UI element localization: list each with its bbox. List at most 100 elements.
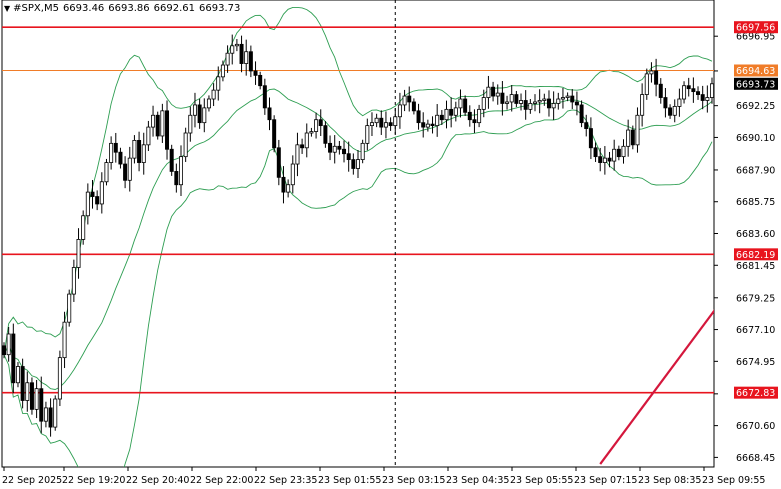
candle-body — [425, 123, 430, 128]
candle-body — [467, 111, 472, 121]
price-line-label: 6682.19 — [736, 250, 775, 261]
candle-body — [682, 85, 687, 100]
bollinger-upper — [3, 6, 713, 355]
candle-body — [57, 357, 62, 400]
candle — [127, 146, 132, 192]
candle — [332, 135, 337, 164]
candle-body — [444, 108, 449, 121]
candle — [449, 97, 454, 128]
price-line-label: 6694.63 — [736, 66, 775, 77]
candle — [20, 358, 25, 409]
candle — [682, 81, 687, 104]
candle-body — [612, 148, 617, 162]
candle-body — [369, 122, 374, 127]
candle — [407, 86, 412, 112]
candle — [169, 144, 174, 176]
candle — [71, 259, 76, 302]
candle-body — [607, 157, 612, 162]
candle-body — [2, 345, 7, 356]
x-tick-label: 23 Sep 08:35 — [638, 475, 701, 486]
candle — [34, 379, 39, 419]
candle — [435, 104, 440, 137]
candle-body — [477, 108, 482, 124]
y-tick-label: 6681.45 — [736, 261, 775, 272]
current-price-label: 6693.73 — [736, 79, 775, 90]
candle — [640, 83, 645, 127]
candle — [570, 89, 575, 109]
bollinger-middle — [3, 88, 713, 390]
candle-body — [99, 181, 104, 205]
candle-body — [141, 144, 146, 163]
candle-body — [253, 70, 258, 76]
candle-body — [542, 98, 547, 101]
candle-body — [118, 151, 123, 165]
candle-body — [39, 388, 44, 422]
candle-body — [658, 83, 663, 98]
candle — [616, 145, 621, 161]
candle-body — [705, 97, 710, 101]
candle-body — [551, 103, 556, 109]
candle — [686, 77, 691, 97]
candle-body — [598, 156, 603, 163]
candle — [514, 90, 519, 108]
candle — [183, 127, 188, 162]
candle-body — [509, 94, 514, 103]
candle — [155, 111, 160, 140]
candle — [53, 395, 58, 431]
candle-body — [6, 333, 11, 356]
y-tick-label: 6687.90 — [736, 165, 775, 176]
candle — [393, 108, 398, 135]
candle-body — [635, 114, 640, 146]
candle — [132, 135, 137, 164]
candle — [253, 61, 258, 85]
candle — [477, 104, 482, 128]
candle-body — [76, 239, 81, 268]
candle — [281, 166, 286, 204]
y-tick-label: 6696.95 — [736, 32, 775, 43]
candle-body — [43, 407, 48, 422]
candle-body — [71, 267, 76, 295]
candle-body — [351, 159, 356, 169]
candle — [444, 100, 449, 129]
price-line-tag — [734, 21, 778, 34]
candle-body — [123, 163, 128, 181]
candle-body — [411, 101, 416, 112]
x-tick-label: 23 Sep 04:35 — [446, 475, 509, 486]
y-tick-label: 6679.25 — [736, 293, 775, 304]
candle — [453, 101, 458, 122]
candle-body — [500, 92, 505, 104]
candle — [11, 323, 16, 394]
candle-body — [523, 100, 528, 110]
candle-body — [109, 142, 114, 163]
candle — [286, 179, 291, 198]
candle — [369, 112, 374, 137]
candle — [691, 77, 696, 103]
candle — [411, 98, 416, 115]
price-line-label: 6697.56 — [736, 23, 775, 34]
candle-body — [584, 122, 589, 129]
candle-body — [281, 176, 286, 193]
candle — [360, 139, 365, 164]
candle-body — [239, 43, 244, 64]
triangle-down-icon[interactable]: ▼ — [4, 4, 11, 13]
candle-body — [29, 382, 34, 410]
candle-body — [300, 144, 305, 149]
candle-body — [216, 76, 221, 91]
candle-body — [183, 132, 188, 158]
candle-body — [481, 97, 486, 110]
current-price-tag — [734, 77, 778, 90]
candle — [262, 78, 267, 115]
candle — [654, 58, 659, 97]
candle-body — [570, 95, 575, 103]
candle-body — [365, 125, 370, 144]
y-tick-label: 6690.10 — [736, 133, 775, 144]
candle — [430, 116, 435, 134]
candle — [523, 90, 528, 120]
candle — [425, 119, 430, 132]
candle — [519, 93, 524, 111]
candle-body — [374, 117, 379, 124]
candle — [649, 62, 654, 83]
candle-body — [397, 104, 402, 118]
candle — [244, 39, 249, 76]
